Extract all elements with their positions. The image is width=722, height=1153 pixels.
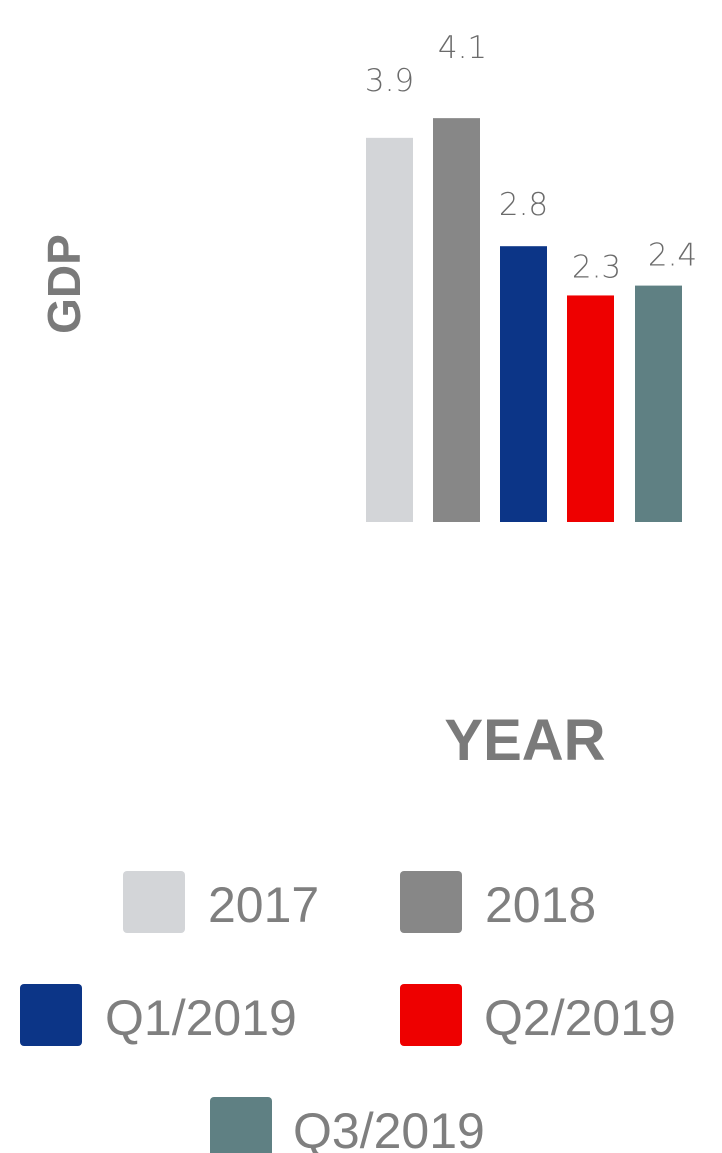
y-axis-title: GDP: [38, 234, 90, 334]
bar-q1-2019: [500, 246, 547, 522]
legend-item-2018: 2018: [400, 871, 596, 933]
legend-item-q3-2019: Q3/2019: [210, 1097, 485, 1153]
bar-q2-2019: [567, 295, 614, 522]
legend-item-q1-2019: Q1/2019: [20, 984, 297, 1046]
legend-label: Q2/2019: [484, 990, 676, 1046]
legend-label: Q1/2019: [105, 990, 297, 1046]
bar-q3-2019: [635, 285, 682, 522]
legend-swatch: [20, 984, 82, 1046]
legend-item-q2-2019: Q2/2019: [400, 984, 676, 1046]
value-label-q1-2019: 2.8: [499, 187, 548, 223]
legend-swatch: [400, 871, 462, 933]
legend-swatch: [210, 1097, 272, 1153]
legend-label: Q3/2019: [293, 1103, 485, 1153]
value-label-q2-2019: 2.3: [572, 249, 621, 285]
legend-swatch: [400, 984, 462, 1046]
legend-item-2017: 2017: [123, 871, 319, 933]
legend-label: 2017: [208, 877, 319, 933]
value-labels-group: 3.9 4.1 2.8 2.3 2.4: [365, 30, 697, 285]
bars-group: [366, 118, 682, 523]
x-axis-title: YEAR: [444, 708, 605, 773]
bar-2017: [366, 137, 413, 522]
legend-label: 2018: [485, 877, 596, 933]
legend: 2017 2018 Q1/2019 Q2/2019 Q3/2019: [20, 871, 676, 1153]
bar-2018: [433, 118, 480, 523]
value-label-2017: 3.9: [365, 63, 414, 99]
legend-swatch: [123, 871, 185, 933]
value-label-q3-2019: 2.4: [648, 238, 697, 274]
value-label-2018: 4.1: [438, 30, 487, 66]
